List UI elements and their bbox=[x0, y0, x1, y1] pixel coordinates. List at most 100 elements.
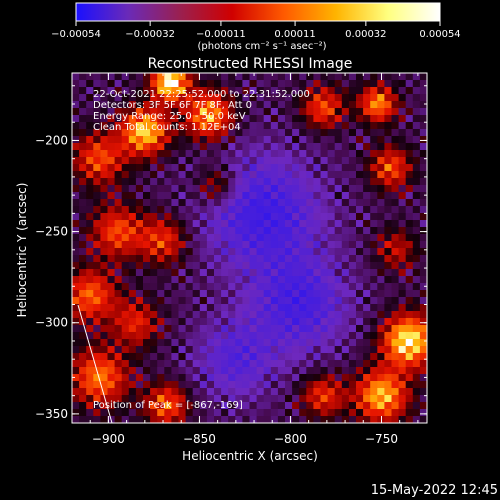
heatmap-cell bbox=[157, 164, 165, 172]
heatmap-cell bbox=[370, 374, 378, 382]
heatmap-cell bbox=[86, 255, 94, 263]
heatmap-cell bbox=[270, 395, 279, 403]
heatmap-cell bbox=[419, 269, 427, 277]
heatmap-cell bbox=[178, 199, 187, 207]
heatmap-cell bbox=[199, 332, 208, 340]
heatmap-cell bbox=[327, 283, 336, 291]
heatmap-cell bbox=[412, 206, 421, 214]
heatmap-cell bbox=[363, 297, 371, 305]
heatmap-cell bbox=[178, 381, 187, 389]
heatmap-cell bbox=[114, 157, 123, 165]
heatmap-cell bbox=[377, 213, 385, 221]
heatmap-cell bbox=[157, 108, 165, 116]
heatmap-cell bbox=[412, 220, 421, 228]
heatmap-cell bbox=[384, 108, 393, 116]
heatmap-cell bbox=[306, 87, 314, 95]
heatmap-cell bbox=[86, 402, 94, 410]
heatmap-cell bbox=[313, 129, 322, 137]
heatmap-cell bbox=[384, 290, 393, 298]
heatmap-cell bbox=[256, 395, 265, 403]
heatmap-cell bbox=[206, 227, 215, 235]
heatmap-cell bbox=[377, 402, 385, 410]
heatmap-cell bbox=[107, 395, 116, 403]
heatmap-cell bbox=[114, 136, 123, 144]
heatmap-cell bbox=[206, 171, 215, 179]
heatmap-cell bbox=[157, 199, 165, 207]
heatmap-cell bbox=[235, 94, 243, 102]
heatmap-cell bbox=[341, 339, 350, 347]
heatmap-cell bbox=[292, 227, 300, 235]
heatmap-cell bbox=[214, 150, 222, 158]
heatmap-cell bbox=[334, 360, 343, 368]
heatmap-cell bbox=[306, 325, 314, 333]
heatmap-cell bbox=[192, 297, 201, 305]
heatmap-cell bbox=[256, 129, 265, 137]
heatmap-cell bbox=[263, 227, 272, 235]
heatmap-cell bbox=[143, 339, 151, 347]
heatmap-cell bbox=[299, 94, 307, 102]
heatmap-cell bbox=[79, 409, 87, 417]
heatmap-cell bbox=[72, 269, 80, 277]
heatmap-cell bbox=[178, 101, 187, 109]
heatmap-cell bbox=[143, 129, 151, 137]
heatmap-cell bbox=[178, 73, 187, 81]
heatmap-cell bbox=[419, 374, 427, 382]
heatmap-cell bbox=[299, 248, 307, 256]
heatmap-cell bbox=[93, 157, 101, 165]
heatmap-cell bbox=[270, 269, 279, 277]
heatmap-cell bbox=[356, 353, 364, 361]
heatmap-cell bbox=[143, 171, 151, 179]
heatmap-cell bbox=[221, 325, 229, 333]
heatmap-cell bbox=[405, 164, 414, 172]
heatmap-cell bbox=[398, 164, 407, 172]
heatmap-cell bbox=[235, 416, 243, 423]
heatmap-cell bbox=[192, 129, 201, 137]
heatmap-cell bbox=[150, 290, 158, 298]
heatmap-cell bbox=[228, 276, 236, 284]
heatmap-cell bbox=[256, 234, 265, 242]
heatmap-cell bbox=[93, 185, 101, 193]
heatmap-cell bbox=[256, 115, 265, 123]
heatmap-cell bbox=[285, 150, 293, 158]
heatmap-cell bbox=[313, 171, 322, 179]
x-tick-label: −750 bbox=[365, 432, 398, 446]
heatmap-cell bbox=[363, 178, 371, 186]
heatmap-cell bbox=[157, 143, 165, 151]
heatmap-cell bbox=[192, 220, 201, 228]
heatmap-cell bbox=[235, 199, 243, 207]
heatmap-cell bbox=[363, 283, 371, 291]
heatmap-cell bbox=[391, 178, 400, 186]
heatmap-cell bbox=[391, 80, 400, 88]
heatmap-cell bbox=[348, 220, 357, 228]
heatmap-cell bbox=[377, 409, 385, 417]
heatmap-cell bbox=[228, 262, 236, 270]
heatmap-cell bbox=[405, 297, 414, 305]
heatmap-cell bbox=[128, 213, 137, 221]
heatmap-cell bbox=[107, 339, 116, 347]
heatmap-cell bbox=[292, 192, 300, 200]
heatmap-cell bbox=[171, 402, 180, 410]
heatmap-cell bbox=[143, 87, 151, 95]
heatmap-cell bbox=[93, 304, 101, 312]
heatmap-cell bbox=[86, 248, 94, 256]
heatmap-cell bbox=[412, 381, 421, 389]
heatmap-cell bbox=[384, 395, 393, 403]
heatmap-cell bbox=[285, 80, 293, 88]
heatmap-cell bbox=[320, 241, 329, 249]
heatmap-cell bbox=[348, 304, 357, 312]
heatmap-cell bbox=[277, 262, 286, 270]
heatmap-cell bbox=[405, 283, 414, 291]
heatmap-cell bbox=[292, 94, 300, 102]
heatmap-cell bbox=[412, 360, 421, 368]
heatmap-cell bbox=[121, 129, 130, 137]
heatmap-cell bbox=[384, 136, 393, 144]
heatmap-cell bbox=[348, 311, 357, 319]
heatmap-cell bbox=[164, 318, 172, 326]
heatmap-cell bbox=[306, 346, 314, 354]
heatmap-cell bbox=[285, 122, 293, 130]
heatmap-cell bbox=[377, 87, 385, 95]
heatmap-cell bbox=[100, 171, 109, 179]
heatmap-cell bbox=[377, 241, 385, 249]
heatmap-cell bbox=[150, 297, 158, 305]
